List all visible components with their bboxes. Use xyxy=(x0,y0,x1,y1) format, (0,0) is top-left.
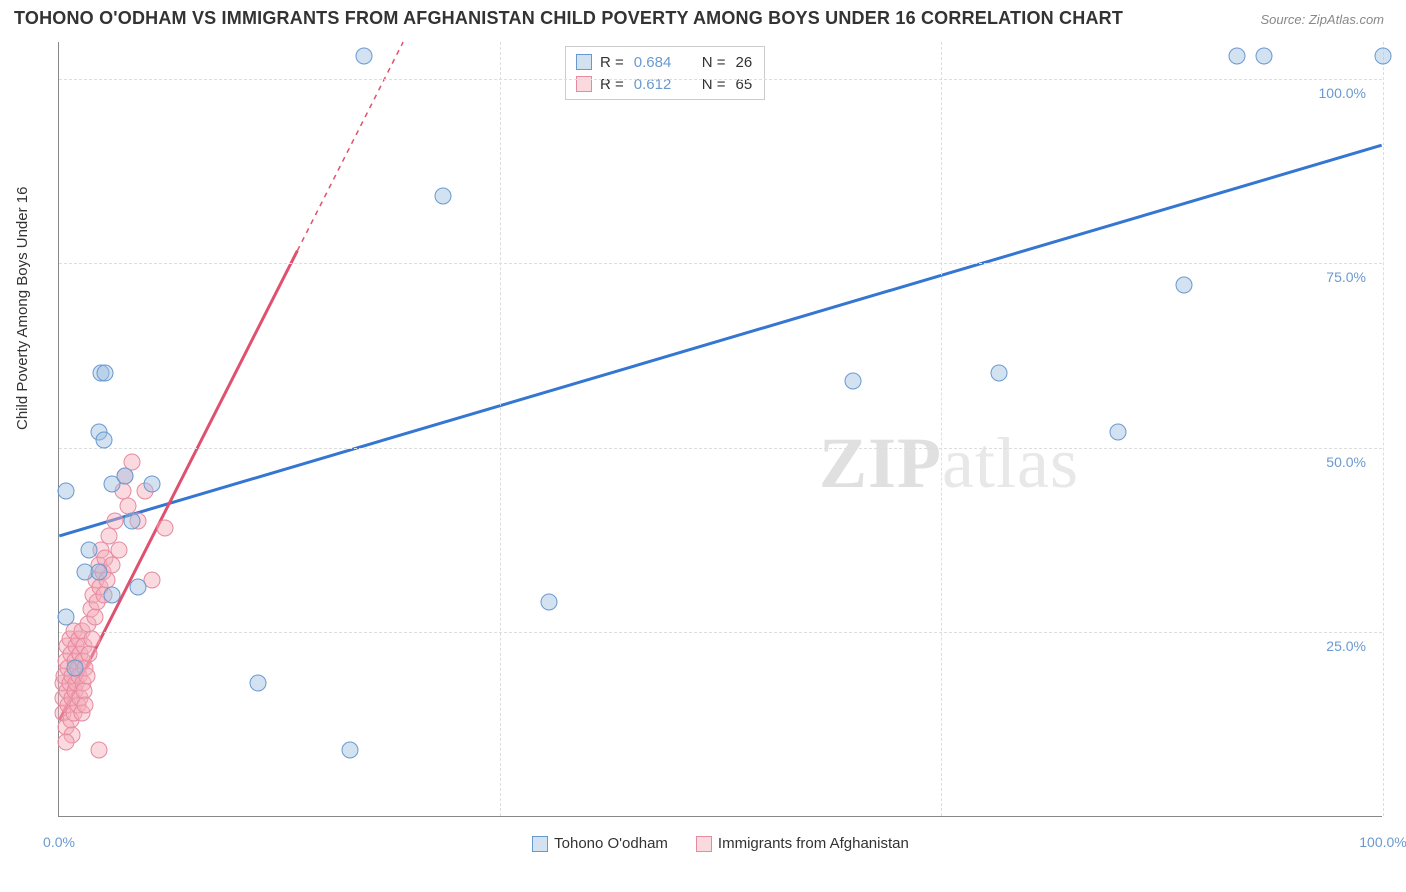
legend-series-label: Tohono O'odham xyxy=(554,835,668,852)
y-axis-title: Child Poverty Among Boys Under 16 xyxy=(14,187,31,430)
scatter-plot: ZIPatlas R =0.684N =26R =0.612N =65 Toho… xyxy=(58,42,1382,817)
scatter-point xyxy=(81,542,98,559)
legend-swatch xyxy=(576,54,592,70)
scatter-point xyxy=(143,475,160,492)
y-tick-label: 50.0% xyxy=(1326,454,1366,470)
legend-swatch xyxy=(532,836,548,852)
x-tick-label: 0.0% xyxy=(43,834,75,850)
legend-series-label: Immigrants from Afghanistan xyxy=(718,835,909,852)
scatter-point xyxy=(991,365,1008,382)
scatter-point xyxy=(123,512,140,529)
scatter-point xyxy=(1255,47,1272,64)
scatter-point xyxy=(1176,276,1193,293)
gridline-v xyxy=(941,42,942,816)
scatter-point xyxy=(57,608,74,625)
legend-swatch xyxy=(696,836,712,852)
scatter-point xyxy=(540,593,557,610)
scatter-point xyxy=(434,188,451,205)
source-credit: Source: ZipAtlas.com xyxy=(1260,12,1384,27)
scatter-point xyxy=(86,608,103,625)
gridline-h xyxy=(59,448,1382,449)
scatter-point xyxy=(110,542,127,559)
gridline-h xyxy=(59,263,1382,264)
scatter-point xyxy=(156,520,173,537)
scatter-point xyxy=(355,47,372,64)
legend-stat-row: R = 0.684 N = 26 xyxy=(576,51,752,73)
series-legend: Tohono O'odham Immigrants from Afghanista… xyxy=(59,835,1382,852)
gridline-v xyxy=(500,42,501,816)
scatter-point xyxy=(96,431,113,448)
legend-stat-row: R =0.612N =65 xyxy=(576,73,752,95)
scatter-point xyxy=(77,697,94,714)
scatter-point xyxy=(1375,47,1392,64)
scatter-point xyxy=(106,512,123,529)
y-tick-label: 75.0% xyxy=(1326,269,1366,285)
scatter-point xyxy=(57,483,74,500)
watermark-logo: ZIPatlas xyxy=(819,422,1079,505)
scatter-point xyxy=(84,630,101,647)
scatter-point xyxy=(1110,424,1127,441)
r-value: 0.684 xyxy=(634,54,682,71)
scatter-point xyxy=(57,734,74,751)
scatter-point xyxy=(1229,47,1246,64)
trend-lines-layer xyxy=(59,42,1382,816)
y-tick-label: 25.0% xyxy=(1326,638,1366,654)
scatter-point xyxy=(66,660,83,677)
legend-series-item: Tohono O'odham xyxy=(532,835,668,852)
n-label: N = xyxy=(702,54,726,71)
scatter-point xyxy=(90,564,107,581)
scatter-point xyxy=(90,741,107,758)
scatter-point xyxy=(81,645,98,662)
n-value: 26 xyxy=(736,54,753,71)
scatter-point xyxy=(103,586,120,603)
correlation-legend: R = 0.684 N = 26 R =0.612N =65 xyxy=(565,46,765,100)
chart-title: TOHONO O'ODHAM VS IMMIGRANTS FROM AFGHAN… xyxy=(14,8,1123,29)
y-tick-label: 100.0% xyxy=(1319,85,1366,101)
gridline-v xyxy=(1383,42,1384,816)
scatter-point xyxy=(249,675,266,692)
gridline-h xyxy=(59,632,1382,633)
scatter-point xyxy=(97,365,114,382)
gridline-h xyxy=(59,79,1382,80)
scatter-point xyxy=(342,741,359,758)
scatter-point xyxy=(845,372,862,389)
scatter-point xyxy=(117,468,134,485)
scatter-point xyxy=(130,579,147,596)
legend-series-item: Immigrants from Afghanistan xyxy=(696,835,909,852)
x-tick-label: 100.0% xyxy=(1359,834,1406,850)
r-label: R = xyxy=(600,54,624,71)
